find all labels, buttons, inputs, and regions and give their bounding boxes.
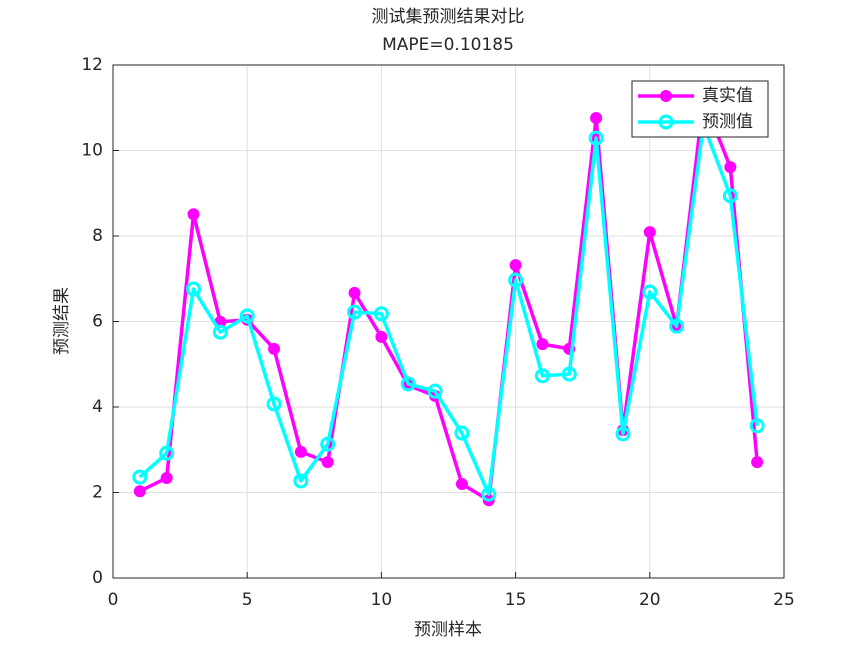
legend-label: 预测值 xyxy=(702,112,753,132)
data-point xyxy=(348,286,361,299)
data-point xyxy=(186,281,202,297)
data-point xyxy=(643,226,656,239)
data-point xyxy=(590,112,603,125)
legend-marker xyxy=(658,114,674,130)
data-point xyxy=(320,436,336,452)
chart-subtitle: MAPE=0.10185 xyxy=(382,35,514,55)
data-point xyxy=(534,368,550,384)
y-tick-label: 4 xyxy=(92,397,103,417)
data-point xyxy=(159,445,175,461)
data-point xyxy=(454,425,470,441)
data-point xyxy=(212,324,228,340)
data-point xyxy=(561,366,577,382)
data-point xyxy=(132,469,148,485)
data-point xyxy=(642,284,658,300)
x-tick-label: 15 xyxy=(505,590,527,610)
data-point xyxy=(239,308,255,324)
x-tick-label: 20 xyxy=(639,590,661,610)
y-tick-label: 2 xyxy=(92,483,103,503)
chart-title: 测试集预测结果对比 xyxy=(372,7,525,27)
y-tick-label: 8 xyxy=(92,226,103,246)
y-tick-label: 12 xyxy=(81,55,103,75)
data-point xyxy=(588,130,604,146)
data-point xyxy=(536,338,549,351)
data-point xyxy=(455,477,468,490)
data-point xyxy=(724,161,737,174)
data-point xyxy=(427,383,443,399)
data-point xyxy=(347,304,363,320)
x-tick-label: 0 xyxy=(108,590,119,610)
data-point xyxy=(751,456,764,469)
y-tick-label: 0 xyxy=(92,568,103,588)
data-point xyxy=(375,330,388,343)
x-tick-label: 25 xyxy=(773,590,795,610)
data-point xyxy=(187,208,200,221)
legend-label: 真实值 xyxy=(702,86,753,106)
data-point xyxy=(749,418,765,434)
legend-marker xyxy=(660,90,672,102)
data-point xyxy=(321,456,334,469)
y-tick-label: 6 xyxy=(92,312,103,332)
data-point xyxy=(509,259,522,272)
data-point xyxy=(400,376,416,392)
plot-frame xyxy=(112,64,785,579)
y-axis-label: 预测结果 xyxy=(52,287,72,355)
y-tick-label: 10 xyxy=(81,141,103,161)
legend-box xyxy=(631,80,769,138)
data-point xyxy=(160,471,173,484)
x-tick-label: 10 xyxy=(371,590,393,610)
x-axis-label: 预测样本 xyxy=(414,620,482,640)
data-point xyxy=(293,473,309,489)
data-point xyxy=(508,272,524,288)
data-point xyxy=(722,188,738,204)
data-point xyxy=(266,396,282,412)
data-point xyxy=(669,318,685,334)
data-point xyxy=(615,426,631,442)
data-point xyxy=(294,445,307,458)
data-point xyxy=(268,342,281,355)
data-point xyxy=(133,485,146,498)
x-tick-label: 5 xyxy=(242,590,253,610)
data-point xyxy=(373,306,389,322)
data-point xyxy=(481,486,497,502)
